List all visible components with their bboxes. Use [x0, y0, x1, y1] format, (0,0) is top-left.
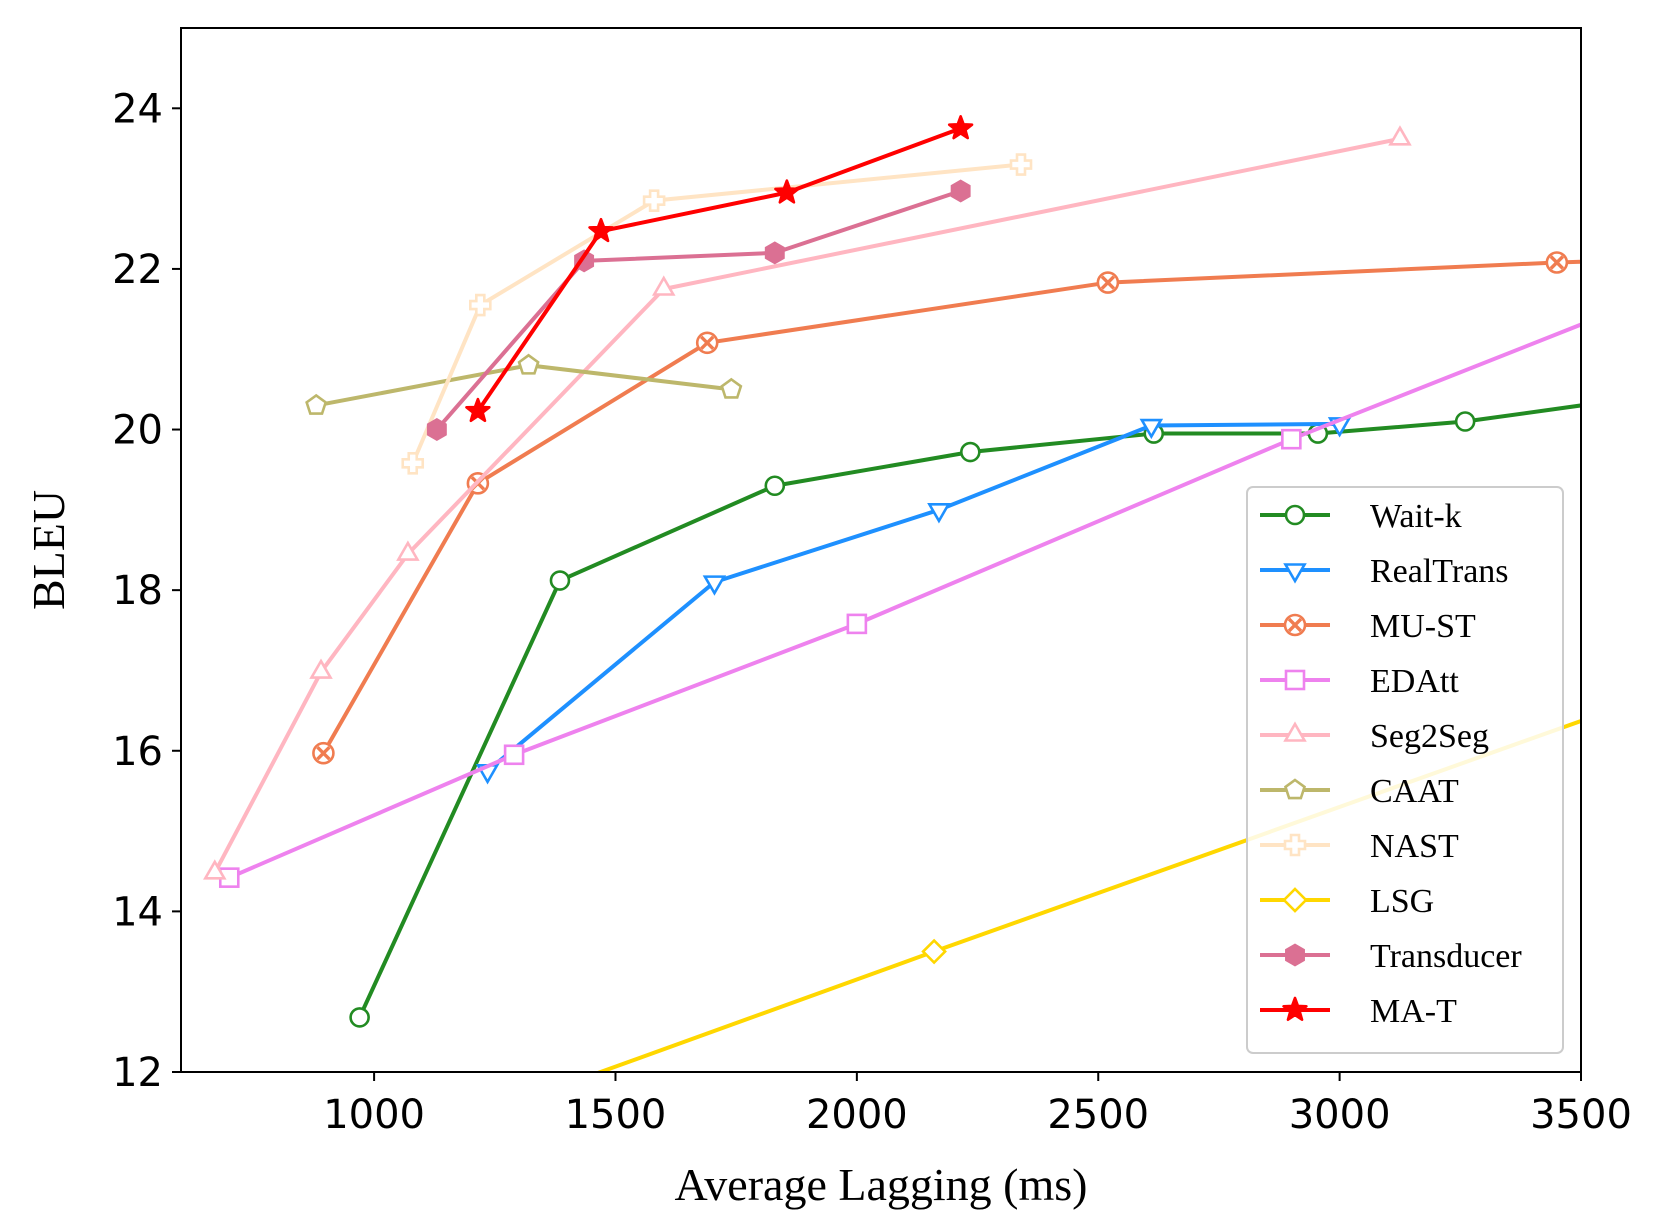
data-point-wait-k-0 — [349, 1007, 370, 1028]
data-point-realtrans-2 — [927, 503, 951, 524]
data-point-transducer-2 — [764, 241, 785, 265]
legend-entry-wait-k: Wait-k — [1260, 498, 1462, 535]
series-transducer — [426, 179, 971, 442]
series-ma-t — [465, 115, 974, 423]
legend-marker-ma-t — [1282, 996, 1308, 1022]
legend-marker-nast — [1283, 833, 1307, 857]
legend-label-seg2seg: Seg2Seg — [1370, 718, 1489, 755]
series-line-wait-k — [357, 403, 1581, 1019]
legend-entry-seg2seg: Seg2Seg — [1260, 718, 1489, 755]
legend-marker-transducer — [1285, 943, 1305, 967]
data-point-nast-1 — [469, 293, 492, 317]
legend-entry-nast: NAST — [1260, 828, 1459, 865]
data-point-caat-1 — [517, 353, 540, 375]
y-tick-label: 14 — [112, 889, 163, 935]
legend-entry-caat: CAAT — [1260, 773, 1459, 810]
legend-marker-realtrans — [1283, 563, 1307, 584]
data-point-seg2seg-4 — [1388, 125, 1412, 146]
y-tick-label: 12 — [112, 1050, 163, 1096]
legend-label-transducer: Transducer — [1370, 938, 1522, 975]
data-point-wait-k-3 — [960, 441, 981, 463]
data-point-edatt-2 — [846, 613, 868, 635]
legend-frame — [1246, 486, 1564, 1054]
series-line-nast — [410, 162, 1022, 465]
data-point-edatt-3 — [1281, 428, 1302, 450]
y-tick-label: 24 — [112, 86, 163, 132]
series-nast — [401, 153, 1033, 475]
legend-label-lsg: LSG — [1370, 883, 1434, 920]
data-point-nast-0 — [401, 451, 425, 475]
data-point-mu-st-0 — [312, 741, 335, 765]
legend-entry-realtrans: RealTrans — [1260, 553, 1509, 590]
data-point-wait-k-2 — [764, 475, 786, 497]
data-point-seg2seg-3 — [651, 275, 676, 296]
series-realtrans — [475, 417, 1352, 785]
data-point-caat-2 — [720, 377, 743, 399]
data-point-seg2seg-0 — [203, 859, 227, 880]
x-tick-label: 1500 — [565, 1092, 667, 1138]
legend: Wait-k RealTrans MU-ST EDAtt Seg2Seg CAAT NAST… — [1246, 486, 1564, 1054]
legend-label-realtrans: RealTrans — [1370, 553, 1509, 590]
legend-label-nast: NAST — [1370, 828, 1459, 865]
data-point-nast-2 — [642, 189, 666, 212]
data-point-realtrans-3 — [1139, 418, 1164, 440]
legend-marker-lsg — [1282, 887, 1308, 913]
series-caat — [305, 353, 743, 415]
data-point-mu-st-2 — [695, 331, 719, 355]
series-seg2seg — [203, 125, 1412, 880]
legend-label-edatt: EDAtt — [1370, 663, 1459, 700]
x-tick-label: 3000 — [1289, 1092, 1391, 1138]
data-point-nast-3 — [1009, 153, 1033, 176]
data-point-transducer-1 — [574, 249, 595, 273]
y-axis-title: BLEU — [23, 490, 74, 610]
x-axis-ticks: 1000 1500 2000 2500 3000 3500 — [323, 1072, 1632, 1138]
data-point-mu-st-3 — [1096, 271, 1120, 294]
data-point-seg2seg-1 — [309, 658, 333, 679]
x-tick-label: 2500 — [1047, 1092, 1149, 1138]
legend-marker-caat — [1283, 778, 1307, 800]
legend-label-caat: CAAT — [1370, 773, 1459, 810]
data-point-realtrans-1 — [702, 575, 727, 596]
data-point-mu-st-4 — [1545, 251, 1569, 274]
x-axis-title: Average Lagging (ms) — [675, 1159, 1088, 1210]
y-tick-label: 20 — [112, 408, 163, 454]
data-point-lsg-1 — [921, 938, 947, 965]
y-tick-label: 22 — [112, 247, 163, 293]
series-edatt — [218, 322, 1581, 888]
legend-entry-lsg: LSG — [1260, 883, 1434, 920]
legend-entry-ma-t: MA-T — [1260, 993, 1457, 1030]
legend-label-wait-k: Wait-k — [1370, 498, 1462, 535]
legend-marker-edatt — [1284, 669, 1306, 691]
legend-entry-transducer: Transducer — [1260, 938, 1522, 975]
legend-label-ma-t: MA-T — [1370, 993, 1457, 1030]
data-point-transducer-3 — [950, 179, 971, 203]
y-tick-label: 18 — [112, 568, 163, 614]
series-line-ma-t — [476, 126, 962, 413]
x-tick-label: 1000 — [323, 1092, 425, 1138]
series-line-transducer — [435, 189, 962, 431]
data-point-ma-t-2 — [774, 179, 800, 204]
legend-entry-mu-st: MU-ST — [1260, 608, 1476, 645]
legend-marker-seg2seg — [1283, 721, 1307, 742]
data-point-wait-k-1 — [549, 570, 571, 591]
data-point-wait-k-6 — [1454, 411, 1476, 432]
data-point-caat-0 — [305, 393, 328, 415]
x-tick-label: 3500 — [1530, 1092, 1632, 1138]
data-point-ma-t-0 — [465, 397, 491, 423]
data-point-transducer-0 — [426, 418, 447, 442]
plot-frame — [180, 27, 1582, 1073]
y-tick-label: 16 — [112, 729, 163, 775]
y-axis-ticks: 12 14 16 18 20 22 24 — [112, 86, 181, 1096]
data-point-seg2seg-2 — [396, 540, 420, 561]
x-tick-label: 2000 — [806, 1092, 908, 1138]
legend-marker-mu-st — [1283, 613, 1307, 637]
data-point-ma-t-1 — [588, 217, 614, 243]
legend-label-mu-st: MU-ST — [1370, 608, 1476, 645]
series-wait-k — [349, 403, 1581, 1028]
legend-entry-edatt: EDAtt — [1260, 663, 1459, 700]
data-point-edatt-1 — [503, 744, 525, 766]
legend-marker-wait-k — [1284, 504, 1306, 526]
data-point-ma-t-3 — [947, 115, 974, 140]
